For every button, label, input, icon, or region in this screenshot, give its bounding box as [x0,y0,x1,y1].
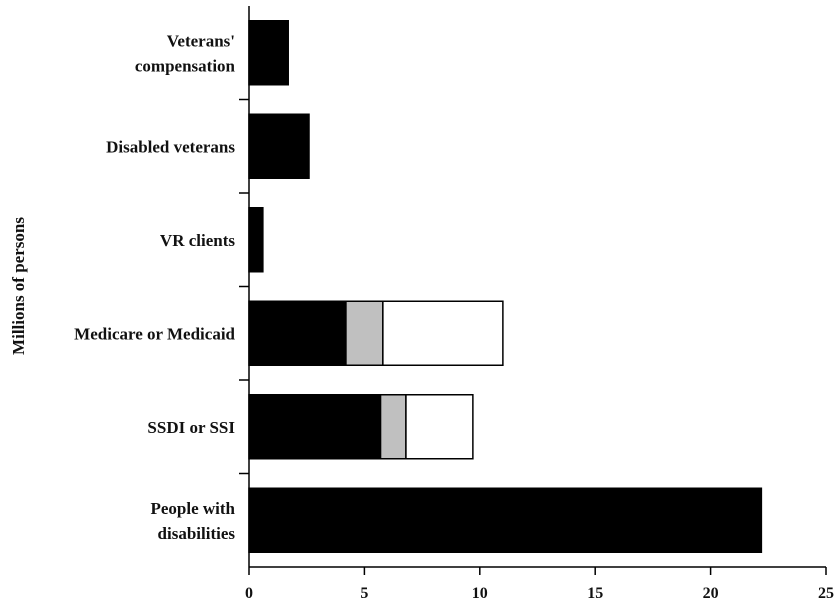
y-axis-title: Millions of persons [9,217,28,355]
bar-segment-5-0 [248,487,763,553]
bar-segment-2-0 [248,207,264,273]
category-label-5-line-0: People with [150,499,235,518]
bar-segment-3-1 [345,300,384,366]
category-label-2: VR clients [160,231,235,250]
bar-segment-3-0 [248,300,347,366]
x-tick-label-1: 5 [360,585,368,602]
x-tick-labels: 0 5 10 15 20 25 [245,585,834,602]
bar-segment-4-2 [405,394,474,460]
bar-segment-4-0 [248,394,382,460]
axes-group [239,6,827,575]
category-label-0-line-1: compensation [135,56,236,75]
bar-segment-4-1 [379,394,407,460]
bar-segment-0-0 [248,20,289,86]
category-label-4: SSDI or SSI [147,418,235,437]
x-tick-label-2: 10 [472,585,488,602]
category-label-5-line-1: disabilities [158,524,236,543]
bar-segment-3-2 [382,300,504,366]
bar-segment-1-0 [248,113,310,179]
x-tick-label-3: 15 [587,585,603,602]
category-label-0-line-0: Veterans' [167,31,235,50]
x-tick-label-4: 20 [703,585,719,602]
x-tick-label-5: 25 [818,585,834,602]
category-label-3: Medicare or Medicaid [74,324,235,343]
category-label-1: Disabled veterans [106,137,235,156]
category-labels: Veterans' compensation Disabled veterans VR… [74,31,235,543]
bars-group [248,20,763,553]
x-tick-label-0: 0 [245,585,253,602]
